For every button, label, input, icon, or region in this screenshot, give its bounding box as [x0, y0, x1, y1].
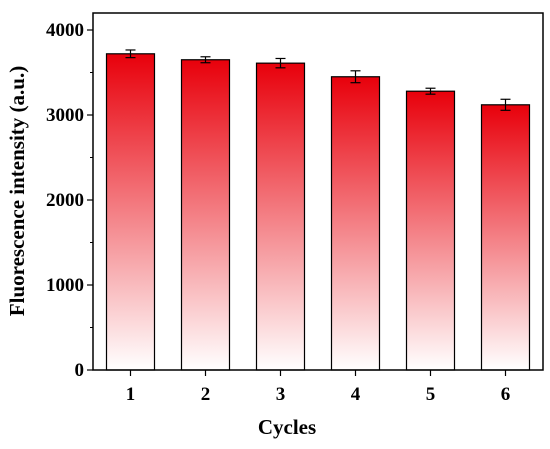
error-bar-cycle-2 [200, 56, 211, 64]
x-axis: 1 2 3 4 5 6 [126, 370, 511, 405]
y-tick-label: 1000 [46, 275, 84, 296]
bar-cycle-6 [480, 104, 531, 371]
bar-cycle-1 [105, 53, 156, 371]
bar-cycle-3 [255, 62, 306, 371]
bar-cycle-2 [180, 59, 231, 371]
y-tick-label: 4000 [46, 20, 84, 41]
x-axis-title: Cycles [258, 415, 316, 439]
x-tick-label: 2 [201, 384, 211, 405]
error-bar-cycle-1 [125, 49, 136, 59]
plot-frame [92, 12, 544, 371]
x-tick-label: 5 [426, 384, 436, 405]
x-tick-label: 4 [351, 384, 361, 405]
bars [105, 53, 531, 371]
bar-cycle-4 [330, 76, 381, 371]
error-bars [125, 49, 511, 111]
y-tick-label: 3000 [46, 105, 84, 126]
y-axis: 0 1000 2000 3000 4000 [46, 20, 93, 381]
error-bar-cycle-5 [425, 87, 436, 95]
bar-cycle-5 [405, 90, 456, 371]
y-axis-title: Fluorescence intensity (a.u.) [5, 66, 29, 316]
y-tick-label: 2000 [46, 190, 84, 211]
error-bar-cycle-4 [350, 70, 361, 84]
x-tick-label: 6 [501, 384, 511, 405]
y-tick-label: 0 [75, 360, 85, 381]
error-bar-cycle-6 [500, 98, 511, 111]
error-bar-cycle-3 [275, 57, 286, 69]
x-tick-label: 3 [276, 384, 286, 405]
x-tick-label: 1 [126, 384, 136, 405]
